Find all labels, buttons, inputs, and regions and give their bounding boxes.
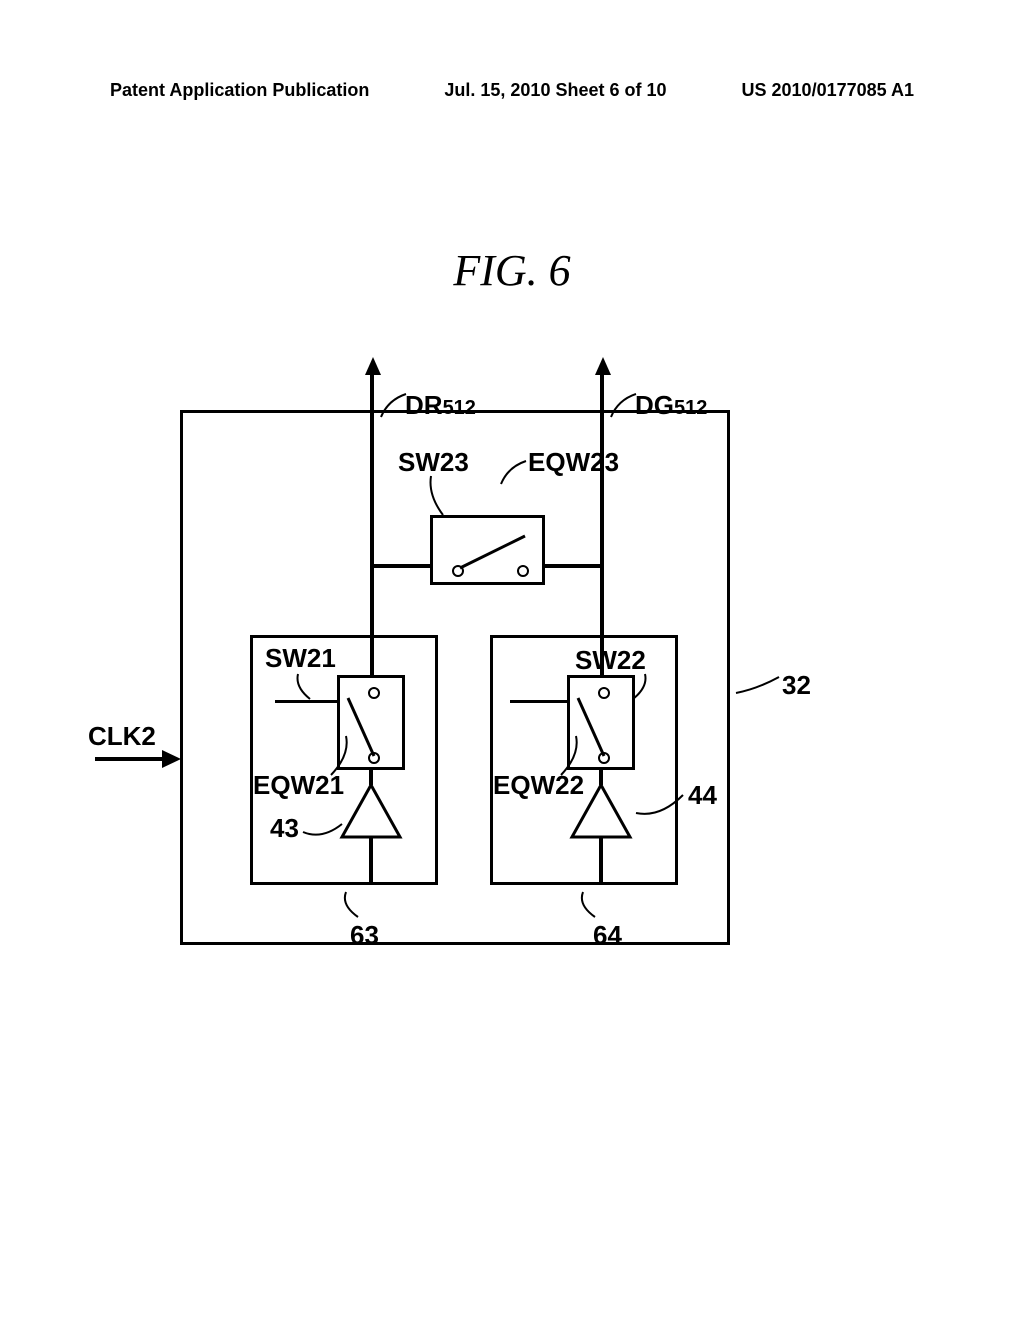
label-64: 64	[593, 920, 622, 951]
leader-44	[635, 793, 685, 818]
line-dr	[370, 375, 374, 675]
leader-43	[302, 822, 344, 840]
header-center: Jul. 15, 2010 Sheet 6 of 10	[444, 80, 666, 101]
leader-eqw23	[500, 457, 528, 485]
leader-eqw21	[330, 735, 350, 777]
line-sw23-right	[545, 564, 603, 568]
label-32: 32	[782, 670, 811, 701]
line-amp-left-down	[369, 837, 373, 885]
line-sw23-left	[370, 564, 430, 568]
arrow-clk2	[162, 750, 182, 768]
label-44: 44	[688, 780, 717, 811]
leader-64	[580, 891, 600, 919]
leader-eqw22	[560, 735, 580, 777]
figure-title: FIG. 6	[453, 245, 570, 296]
arrow-dg512	[595, 357, 611, 377]
leader-32	[735, 675, 780, 695]
leader-sw22	[630, 673, 650, 701]
label-sw22: SW22	[575, 645, 646, 676]
line-clk2	[95, 757, 167, 761]
label-clk2: CLK2	[88, 721, 156, 752]
label-eqw23: EQW23	[528, 447, 619, 478]
sw23-box	[430, 515, 545, 585]
label-dr512: DR512	[405, 390, 476, 421]
label-dg512: DG512	[635, 390, 707, 421]
label-sw23: SW23	[398, 447, 469, 478]
header-left: Patent Application Publication	[110, 80, 369, 101]
leader-dr512	[380, 390, 408, 418]
leader-dg512	[610, 390, 638, 418]
line-sw22-stub	[510, 700, 567, 703]
leader-sw21	[295, 673, 315, 701]
arrow-dr512	[365, 357, 381, 377]
label-43: 43	[270, 813, 299, 844]
line-dg	[600, 375, 604, 675]
leader-63	[343, 891, 363, 919]
label-63: 63	[350, 920, 379, 951]
label-sw21: SW21	[265, 643, 336, 674]
line-amp-right-down	[599, 837, 603, 885]
header-right: US 2010/0177085 A1	[742, 80, 914, 101]
page-header: Patent Application Publication Jul. 15, …	[0, 80, 1024, 101]
leader-sw23	[428, 475, 448, 517]
circuit-diagram: DR512 DG512 SW23 EQW23	[180, 375, 810, 945]
amp-left	[338, 783, 404, 839]
